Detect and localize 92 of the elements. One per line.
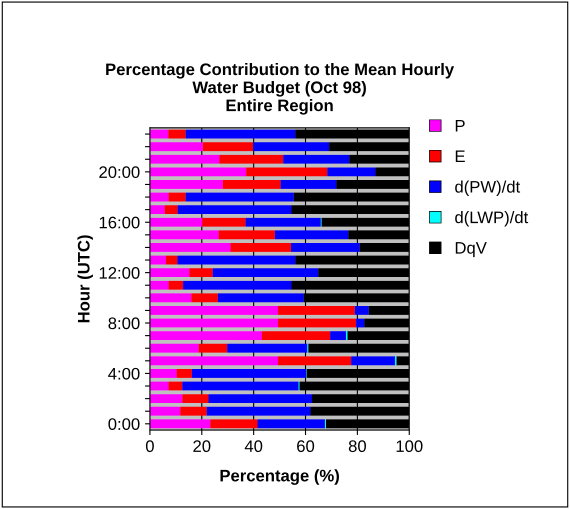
- bar: [168, 382, 182, 390]
- bar: [150, 419, 210, 428]
- bar: [150, 154, 220, 164]
- bar: [356, 318, 364, 328]
- x-tick-label: 60: [297, 440, 314, 452]
- bar: [150, 356, 278, 366]
- bar: [258, 419, 325, 428]
- bar: [218, 230, 275, 240]
- bar: [210, 419, 258, 428]
- bar: [150, 318, 278, 328]
- bar: [168, 280, 184, 290]
- bar: [354, 306, 369, 315]
- bar: [290, 243, 360, 252]
- y-tick-label: 16:00: [100, 216, 140, 228]
- bar: [186, 130, 296, 138]
- bar: [150, 180, 223, 189]
- bar: [150, 205, 165, 214]
- bar: [150, 218, 202, 227]
- bar: [192, 369, 306, 378]
- bar: [278, 356, 352, 366]
- bar: [206, 406, 310, 416]
- legend-label: E: [456, 150, 465, 162]
- bar: [202, 218, 246, 227]
- bar: [150, 344, 199, 353]
- bar: [253, 142, 330, 152]
- bar: [150, 192, 169, 202]
- bar: [150, 331, 262, 340]
- bar: [186, 192, 294, 202]
- y-tick-label: 8:00: [108, 317, 140, 330]
- bar: [182, 394, 209, 404]
- bar: [183, 280, 292, 290]
- x-tick-label: 100: [396, 440, 423, 452]
- x-axis-title: Percentage (%): [220, 469, 339, 485]
- bar: [227, 344, 308, 353]
- x-tick-label: 40: [244, 440, 262, 452]
- x-tick-label: 20: [193, 440, 210, 452]
- bar: [330, 331, 346, 340]
- bar: [222, 180, 281, 189]
- bar: [246, 218, 321, 227]
- bar: [166, 256, 178, 264]
- bar: [351, 356, 395, 366]
- bar: [212, 268, 318, 278]
- y-tick-label: 20:00: [99, 166, 140, 178]
- bar: [327, 167, 376, 176]
- bar: [280, 180, 336, 189]
- bar: [150, 306, 278, 315]
- bar: [178, 205, 292, 214]
- bar: [182, 382, 299, 390]
- bar: [176, 369, 192, 378]
- bar: [278, 318, 356, 328]
- bar: [150, 406, 180, 416]
- y-axis-title: Hour (UTC): [77, 235, 93, 322]
- x-tick-label: 0: [146, 440, 154, 452]
- y-tick-label: 4:00: [108, 368, 140, 380]
- bar: [278, 306, 355, 315]
- bar: [219, 154, 284, 164]
- bar: [150, 230, 219, 240]
- bar: [198, 344, 228, 353]
- bar: [150, 243, 231, 252]
- bar: [150, 268, 190, 278]
- bar: [150, 280, 169, 290]
- y-tick-label: 0:00: [108, 418, 140, 430]
- bar: [208, 394, 312, 404]
- bar: [202, 142, 254, 152]
- bar: [168, 130, 186, 138]
- bar: [150, 167, 246, 176]
- bar: [150, 130, 168, 138]
- bar: [164, 205, 178, 214]
- legend-label: d(PW)/dt: [455, 180, 520, 196]
- bar: [150, 394, 182, 404]
- bar: [177, 256, 296, 264]
- bar: [168, 192, 186, 202]
- bar: [150, 369, 177, 378]
- legend-label: DqV: [456, 242, 487, 258]
- bar: [262, 331, 330, 340]
- bar: [189, 268, 213, 278]
- y-tick-label: 12:00: [100, 267, 140, 279]
- bar: [150, 382, 169, 390]
- legend-label: P: [456, 120, 465, 132]
- bar: [230, 243, 291, 252]
- bar: [150, 256, 166, 264]
- chart-title: Percentage Contribution to the Mean Hourly Water Budget (Oct 98) Entire Region: [106, 62, 454, 115]
- bar: [150, 142, 203, 152]
- bar: [274, 230, 348, 240]
- bar: [283, 154, 350, 164]
- bar: [246, 167, 328, 176]
- bar: [191, 293, 218, 302]
- x-tick-label: 80: [348, 440, 366, 452]
- bar: [150, 293, 192, 302]
- bar: [180, 406, 207, 416]
- legend-label: d(LWP)/dt: [455, 210, 528, 227]
- bar: [218, 293, 304, 302]
